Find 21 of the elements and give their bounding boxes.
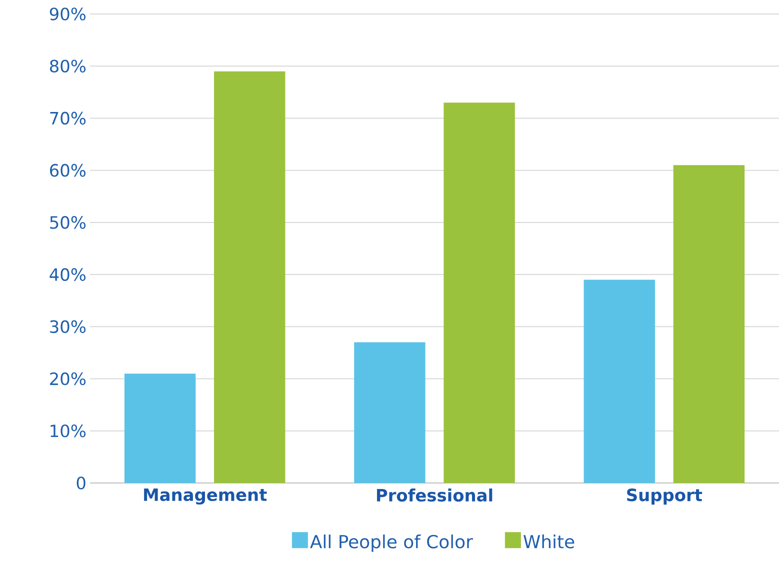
y-tick-label: 20% [50,372,86,386]
y-tick-label: 80% [50,60,86,73]
bar [214,71,286,483]
bar [124,374,196,483]
x-tick-label: Professional [376,488,492,502]
y-tick-label: 50% [50,216,86,229]
bar [354,342,426,483]
bar [444,102,515,483]
y-tick-label: 70% [50,112,86,125]
bar [673,165,745,483]
y-tick-label: 90% [50,8,86,20]
bar [584,280,655,483]
legend-label: All People of Color [310,534,473,552]
y-tick-label: 0 [76,476,86,490]
y-tick-label: 10% [50,424,86,438]
legend-label: White [524,534,574,548]
y-tick-label: 60% [50,164,86,177]
x-tick-label: Support [627,488,702,505]
y-tick-label: 30% [50,320,86,334]
x-tick-label: Management [144,488,267,505]
y-tick-label: 40% [50,268,86,281]
